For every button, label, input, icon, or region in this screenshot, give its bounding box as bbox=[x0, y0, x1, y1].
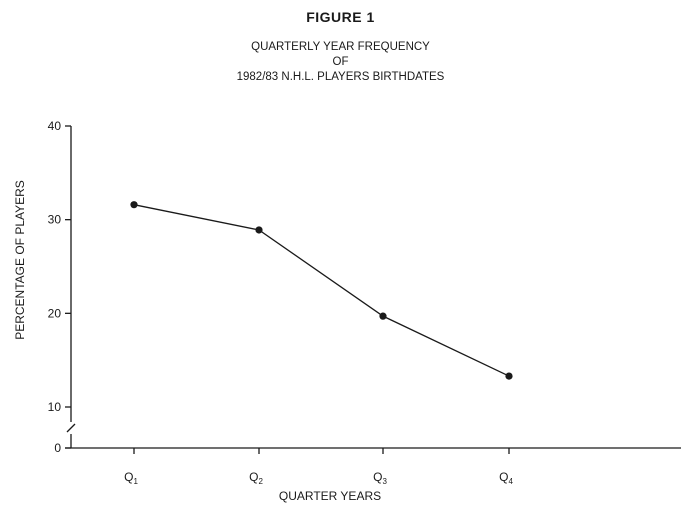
y-axis-title: PERCENTAGE OF PLAYERS bbox=[13, 180, 27, 340]
data-point bbox=[130, 201, 138, 209]
chart-series bbox=[130, 201, 513, 380]
chart-axes bbox=[65, 126, 681, 449]
data-point bbox=[379, 312, 387, 320]
x-tick-label: Q1 bbox=[124, 470, 138, 486]
chart-title: QUARTERLY YEAR FREQUENCY OF 1982/83 N.H.… bbox=[0, 40, 681, 85]
y-tick-label: 30 bbox=[48, 213, 62, 227]
y-tick-label: 20 bbox=[48, 306, 62, 320]
y-tick-label: 0 bbox=[54, 441, 61, 455]
data-point bbox=[255, 226, 263, 234]
y-tick-label: 10 bbox=[48, 400, 62, 414]
x-axis-title: QUARTER YEARS bbox=[279, 489, 381, 503]
figure-label: FIGURE 1 bbox=[306, 9, 375, 25]
data-point bbox=[505, 372, 513, 380]
x-tick-label: Q4 bbox=[499, 470, 513, 486]
axis-break-mark bbox=[66, 423, 76, 433]
x-tick-label: Q3 bbox=[373, 470, 387, 486]
x-tick-label: Q2 bbox=[249, 470, 263, 486]
chart-title-line-1: QUARTERLY YEAR FREQUENCY bbox=[251, 41, 430, 53]
series-line bbox=[133, 204, 510, 377]
chart-title-line-2: OF bbox=[332, 56, 349, 68]
chart-ticks: 40 30 20 10 0 Q1 Q2 Q3 Q4 bbox=[48, 119, 514, 486]
y-tick-label: 40 bbox=[48, 119, 62, 133]
chart-title-line-3: 1982/83 N.H.L. PLAYERS BIRTHDATES bbox=[236, 71, 445, 83]
